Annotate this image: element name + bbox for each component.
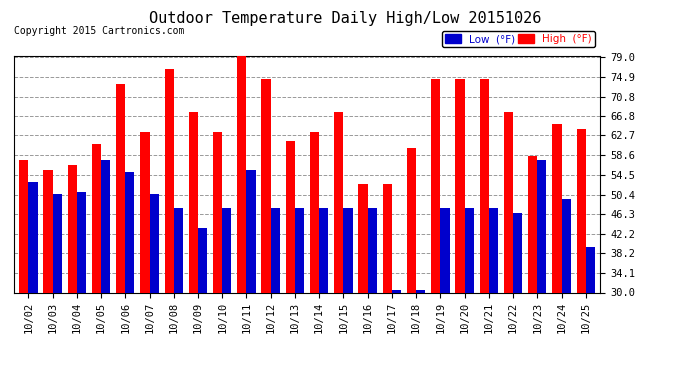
Bar [562,199,571,292]
Bar [431,79,440,292]
Bar [358,184,368,292]
Bar [140,132,150,292]
Bar [52,194,62,292]
Bar [464,209,474,292]
Bar [189,112,198,292]
Bar [504,112,513,292]
Bar [513,213,522,292]
Bar [92,144,101,292]
Bar [392,290,401,292]
Bar [150,194,159,292]
Bar [552,124,562,292]
Bar [19,160,28,292]
Bar [246,170,256,292]
Bar [489,209,498,292]
Bar [68,165,77,292]
Bar [126,172,135,292]
Bar [310,132,319,292]
Bar [77,192,86,292]
Bar [407,148,416,292]
Bar [222,209,231,292]
Bar [174,209,183,292]
Bar [101,160,110,292]
Bar [586,247,595,292]
Bar [577,129,586,292]
Bar [28,182,37,292]
Bar [198,228,207,292]
Text: Outdoor Temperature Daily High/Low 20151026: Outdoor Temperature Daily High/Low 20151… [149,11,541,26]
Bar [164,69,174,292]
Bar [383,184,392,292]
Bar [538,160,546,292]
Text: Copyright 2015 Cartronics.com: Copyright 2015 Cartronics.com [14,26,184,36]
Bar [455,79,464,292]
Bar [116,84,126,292]
Bar [368,209,377,292]
Bar [528,156,538,292]
Bar [43,170,52,292]
Bar [295,209,304,292]
Legend: Low  (°F), High  (°F): Low (°F), High (°F) [442,31,595,47]
Bar [334,112,344,292]
Bar [213,132,222,292]
Bar [480,79,489,292]
Bar [262,79,270,292]
Bar [416,290,425,292]
Bar [237,55,246,292]
Bar [319,209,328,292]
Bar [440,209,450,292]
Bar [270,209,280,292]
Bar [344,209,353,292]
Bar [286,141,295,292]
